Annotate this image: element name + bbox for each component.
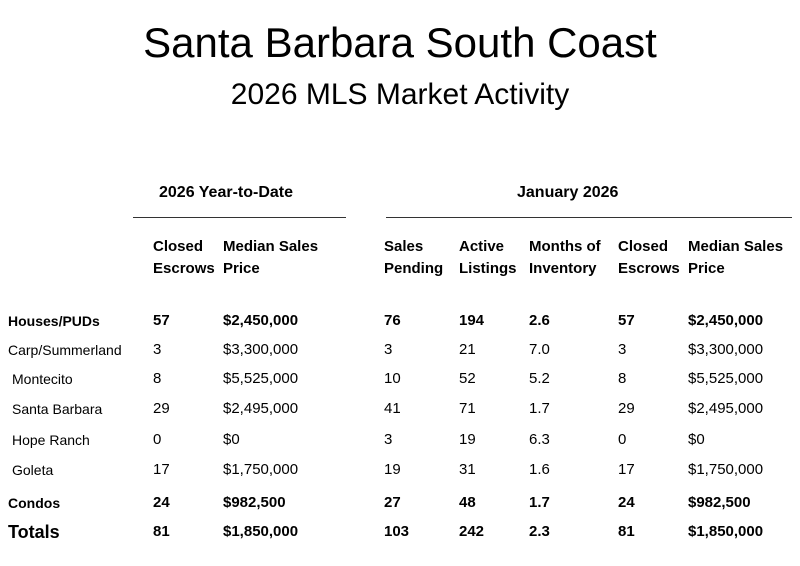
table-cell: $0 xyxy=(688,431,705,448)
table-row: Hope Ranch 0 $0 3 19 6.3 0 $0 xyxy=(0,428,800,452)
table-cell: 57 xyxy=(618,312,635,329)
table-cell: $2,450,000 xyxy=(688,312,764,329)
row-label: Condos xyxy=(8,495,61,511)
table-cell: $3,300,000 xyxy=(223,341,299,358)
table-cell: 3 xyxy=(618,341,627,358)
table-cell: 3 xyxy=(384,431,393,448)
table-cell: $0 xyxy=(223,431,240,448)
table-cell: 19 xyxy=(384,461,401,478)
table-cell: 7.0 xyxy=(529,341,550,358)
group-heading-month: January 2026 xyxy=(517,184,619,201)
table-cell: 0 xyxy=(618,431,627,448)
row-label: Goleta xyxy=(12,462,54,478)
table-cell: 76 xyxy=(384,312,401,329)
table-cell: 27 xyxy=(384,494,401,511)
table-cell: 29 xyxy=(153,400,170,417)
table-cell: $982,500 xyxy=(688,494,751,511)
table-cell: 3 xyxy=(153,341,162,358)
table-cell: $982,500 xyxy=(223,494,286,511)
table-row: Carp/Summerland 3 $3,300,000 3 21 7.0 3 $3,300,… xyxy=(0,338,800,362)
column-header-sales-pending: Sales Pending xyxy=(384,238,444,277)
row-label: Carp/Summerland xyxy=(8,342,122,358)
table-cell: $2,495,000 xyxy=(223,400,299,417)
table-cell: 8 xyxy=(618,370,627,387)
column-header-months-inventory: Months of Inventory xyxy=(529,238,601,277)
group-heading-ytd: 2026 Year-to-Date xyxy=(159,184,293,201)
table-cell: 6.3 xyxy=(529,431,550,448)
table-cell: 24 xyxy=(618,494,635,511)
table-cell: 29 xyxy=(618,400,635,417)
table-cell: $5,525,000 xyxy=(688,370,764,387)
table-cell: 2.6 xyxy=(529,312,550,329)
table-cell: 103 xyxy=(384,523,410,540)
column-header-month-closed-escrows: Closed Escrows xyxy=(618,238,680,277)
row-label: Hope Ranch xyxy=(12,432,90,448)
table-cell: 8 xyxy=(153,370,162,387)
column-header-ytd-closed-escrows: Closed Escrows xyxy=(153,238,215,277)
table-cell: 1.7 xyxy=(529,494,550,511)
table-cell: 81 xyxy=(618,523,635,540)
page-subtitle: 2026 MLS Market Activity xyxy=(230,78,570,111)
table-row: Totals 81 $1,850,000 103 242 2.3 81 $1,850,000 xyxy=(0,520,800,544)
table-cell: $2,450,000 xyxy=(223,312,299,329)
page-title: Santa Barbara South Coast xyxy=(143,19,657,66)
table-row: Montecito 8 $5,525,000 10 52 5.2 8 $5,525,000 xyxy=(0,367,800,391)
table-cell: 71 xyxy=(459,400,476,417)
table-cell: 17 xyxy=(618,461,635,478)
table-cell: 57 xyxy=(153,312,170,329)
table-cell: 19 xyxy=(459,431,476,448)
row-label: Montecito xyxy=(12,371,73,387)
divider-month xyxy=(386,217,792,218)
table-cell: 31 xyxy=(459,461,476,478)
table-cell: $1,850,000 xyxy=(688,523,764,540)
table-cell: 5.2 xyxy=(529,370,550,387)
table-row: Goleta 17 $1,750,000 19 31 1.6 17 $1,750,000 xyxy=(0,458,800,482)
table-cell: 194 xyxy=(459,312,485,329)
table-cell: 10 xyxy=(384,370,401,387)
table-row: Santa Barbara 29 $2,495,000 41 71 1.7 29 $2,495… xyxy=(0,397,800,421)
column-header-active-listings: Active Listings xyxy=(459,238,517,277)
column-header-ytd-median-price: Median Sales Price xyxy=(223,238,319,277)
table-cell: $1,750,000 xyxy=(688,461,764,478)
row-label: Santa Barbara xyxy=(12,401,103,417)
table-cell: 81 xyxy=(153,523,170,540)
table-cell: 48 xyxy=(459,494,476,511)
table-cell: 0 xyxy=(153,431,162,448)
row-label: Houses/PUDs xyxy=(8,313,100,329)
table-cell: $1,750,000 xyxy=(223,461,299,478)
table-cell: $5,525,000 xyxy=(223,370,299,387)
table-cell: $2,495,000 xyxy=(688,400,764,417)
table-cell: 2.3 xyxy=(529,523,550,540)
table-cell: 24 xyxy=(153,494,170,511)
table-cell: 1.6 xyxy=(529,461,550,478)
table-cell: 3 xyxy=(384,341,393,358)
table-cell: $3,300,000 xyxy=(688,341,764,358)
column-header-month-median-price: Median Sales Price xyxy=(688,238,784,277)
divider-ytd xyxy=(133,217,346,218)
table-cell: 41 xyxy=(384,400,401,417)
table-cell: 242 xyxy=(459,523,485,540)
table-row: Houses/PUDs 57 $2,450,000 76 194 2.6 57 $2,450,… xyxy=(0,309,800,333)
table-cell: 17 xyxy=(153,461,170,478)
table-cell: 52 xyxy=(459,370,476,387)
table-cell: 21 xyxy=(459,341,476,358)
row-label: Totals xyxy=(8,522,60,542)
table-row: Condos 24 $982,500 27 48 1.7 24 $982,500 xyxy=(0,491,800,515)
table-cell: 1.7 xyxy=(529,400,550,417)
table-cell: $1,850,000 xyxy=(223,523,299,540)
